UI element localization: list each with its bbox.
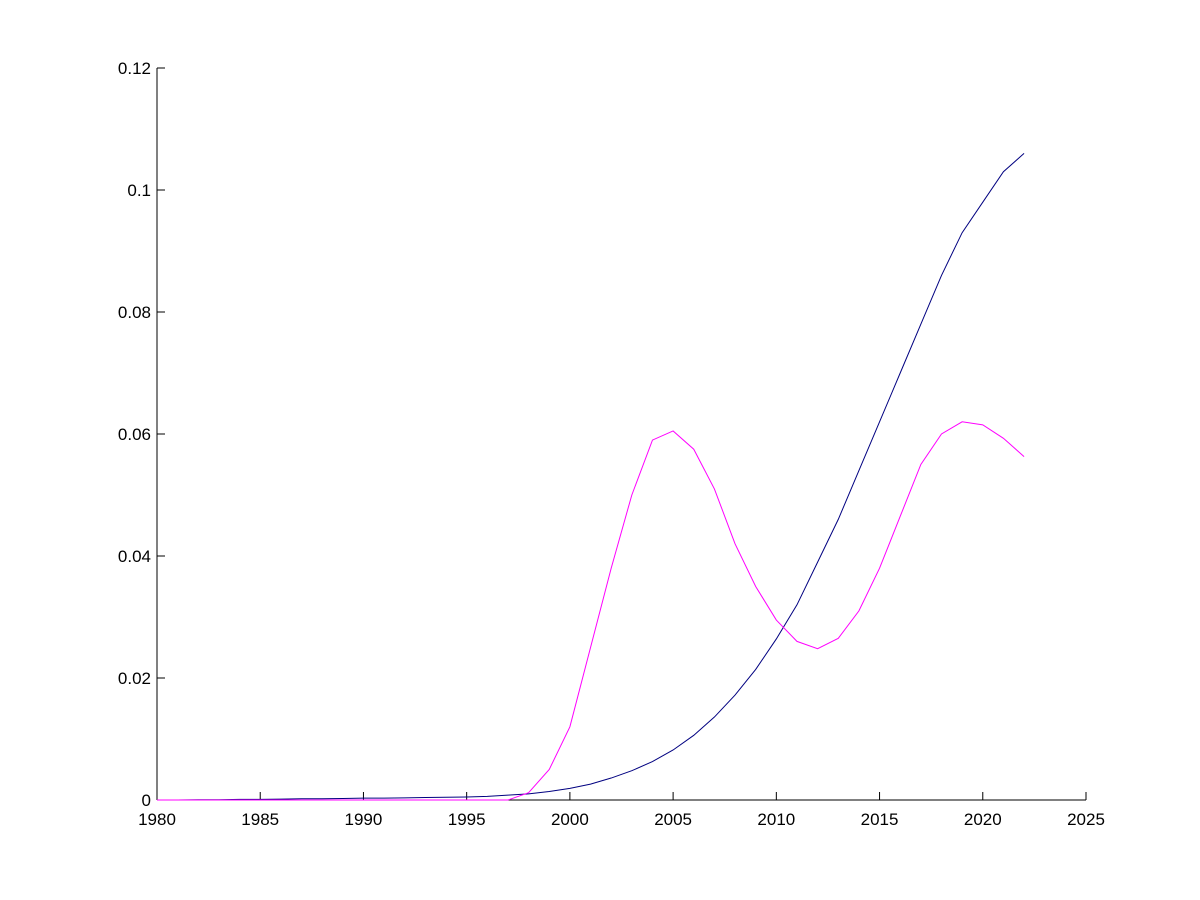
- x-tick-label: 2015: [861, 810, 899, 829]
- x-tick-label: 1985: [241, 810, 279, 829]
- x-tick-label: 2020: [964, 810, 1002, 829]
- y-tick-label: 0: [142, 791, 151, 810]
- y-tick-label: 0.08: [118, 303, 151, 322]
- x-tick-label: 2025: [1067, 810, 1105, 829]
- y-tick-label: 0.1: [127, 181, 151, 200]
- y-tick-label: 0.12: [118, 59, 151, 78]
- x-tick-label: 2000: [551, 810, 589, 829]
- x-tick-label: 1995: [448, 810, 486, 829]
- y-tick-label: 0.06: [118, 425, 151, 444]
- y-tick-label: 0.04: [118, 547, 151, 566]
- x-tick-label: 2005: [654, 810, 692, 829]
- line-series: [157, 421, 1025, 801]
- x-tick-label: 1990: [345, 810, 383, 829]
- line-series: [157, 153, 1025, 801]
- y-tick-label: 0.02: [118, 669, 151, 688]
- x-tick-label: 2010: [757, 810, 795, 829]
- x-tick-label: 1980: [138, 810, 176, 829]
